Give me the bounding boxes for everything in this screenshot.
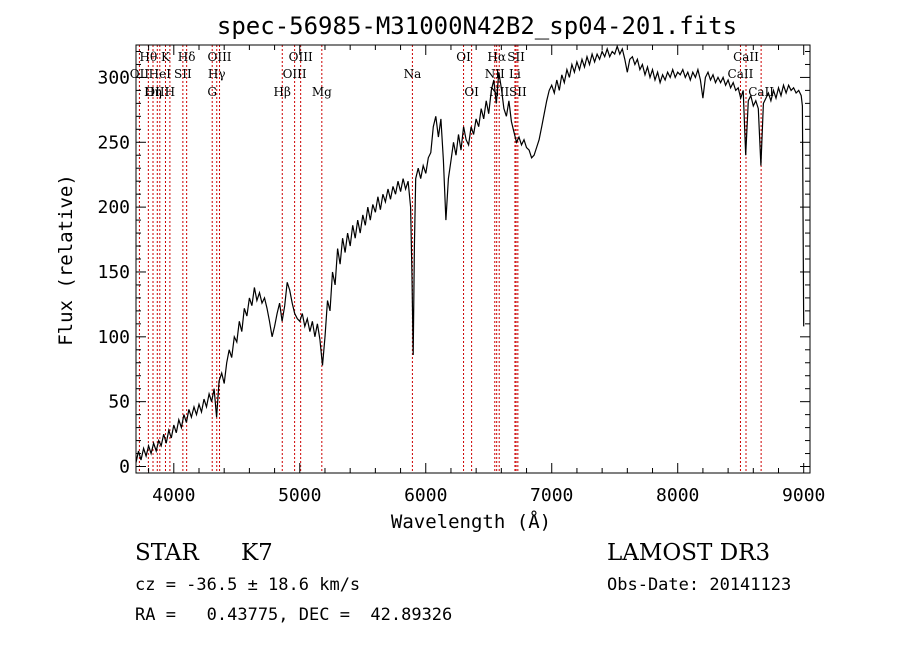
x-tick-label: 9000 [782, 485, 825, 506]
emission-line-label: OIII [289, 50, 313, 64]
coordinates: RA = 0.43775, DEC = 42.89326 [135, 605, 452, 625]
emission-line-label: OII [130, 67, 150, 81]
y-tick-label: 200 [97, 197, 130, 218]
emission-line-label: G [207, 85, 217, 99]
chart-title: spec-56985-M31000N42B2_sp04-201.fits [217, 12, 737, 40]
emission-line-label: OIII [207, 50, 231, 64]
emission-line-label: NII [485, 67, 505, 81]
object-class: STAR [135, 540, 199, 566]
emission-line-label: HeI [149, 67, 172, 81]
emission-line-label: SII [507, 50, 525, 64]
redshift-velocity: cz = -36.5 ± 18.6 km/s [135, 575, 360, 595]
x-axis-ticks: 4000 5000 6000 7000 8000 9000 [148, 45, 825, 506]
y-tick-label: 50 [108, 392, 130, 413]
emission-line-labels: Hθ OII OIII K HeI Hη H SII Hδ OIII Hγ G Hβ OIII OIII Mg… [130, 50, 775, 99]
emission-line-label: Hα [487, 50, 506, 64]
emission-line-label: H [165, 85, 175, 99]
emission-line-label: OI [456, 50, 471, 64]
object-subclass: K7 [241, 540, 273, 566]
emission-line-label: Li [509, 67, 521, 81]
emission-line-label: Hγ [208, 67, 226, 81]
x-tick-label: 7000 [530, 485, 573, 506]
emission-line-label: CaII [748, 85, 774, 99]
emission-line-label: K [161, 50, 171, 64]
x-tick-label: 4000 [152, 485, 195, 506]
emission-line-label: Hβ [274, 85, 291, 99]
spectrum-line [135, 44, 805, 463]
plot-frame [135, 44, 811, 474]
emission-line-label: Hη [144, 85, 162, 99]
emission-line-label: OIII [145, 85, 169, 99]
survey-name: LAMOST DR3 [607, 540, 770, 566]
x-axis-label: Wavelength (Å) [391, 510, 551, 533]
y-tick-label: 150 [97, 262, 130, 283]
x-tick-label: 8000 [656, 485, 699, 506]
emission-line-markers [138, 45, 762, 473]
x-tick-label: 6000 [404, 485, 447, 506]
y-axis-label: Flux (relative) [55, 174, 77, 346]
observation-date: Obs-Date: 20141123 [607, 575, 791, 595]
emission-line-label: SII [509, 85, 527, 99]
y-tick-label: 0 [119, 457, 130, 478]
emission-line-label: Na [404, 67, 422, 81]
y-tick-label: 100 [97, 327, 130, 348]
emission-line-label: SII [174, 67, 192, 81]
y-tick-label: 250 [97, 132, 130, 153]
y-axis-ticks: 0 50 100 150 200 250 300 [97, 50, 810, 478]
emission-line-label: CaII [733, 50, 759, 64]
x-tick-label: 5000 [278, 485, 321, 506]
emission-line-label: OIII [283, 67, 307, 81]
emission-line-label: Mg [312, 85, 332, 99]
emission-line-label: CaII [728, 67, 754, 81]
y-tick-label: 300 [97, 67, 130, 88]
emission-line-label: Hδ [178, 50, 196, 64]
emission-line-label: OI [464, 85, 479, 99]
emission-line-label: Hθ [139, 50, 157, 64]
